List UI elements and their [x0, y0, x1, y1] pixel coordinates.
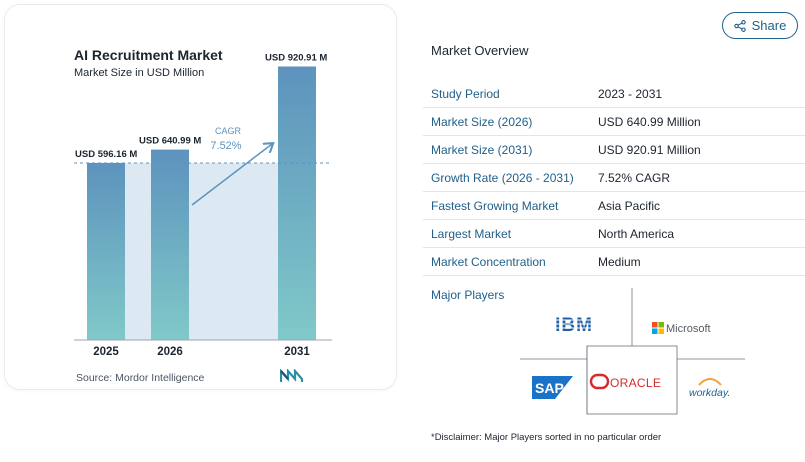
cagr-label: CAGR	[215, 126, 242, 136]
row-value: 7.52% CAGR	[598, 170, 671, 185]
ibm-logo-text: IBM	[555, 315, 593, 336]
row-key: Growth Rate (2026 - 2031)	[431, 170, 574, 185]
row-key: Market Concentration	[431, 254, 546, 269]
row-key: Fastest Growing Market	[431, 198, 559, 213]
chart-subtitle: Market Size in USD Million	[74, 67, 205, 79]
share-icon	[733, 19, 746, 32]
chart-title: AI Recruitment Market	[74, 47, 223, 63]
oracle-logo-text: ORACLE	[610, 376, 661, 390]
table-row: Largest Market North America	[423, 220, 805, 248]
row-value: USD 640.99 Million	[598, 114, 701, 129]
microsoft-logo-text: Microsoft	[666, 323, 711, 335]
cagr-value: 7.52%	[210, 140, 241, 152]
x-tick-label: 2025	[93, 346, 119, 358]
row-key: Study Period	[431, 86, 500, 101]
table-row: Growth Rate (2026 - 2031) 7.52% CAGR	[423, 164, 805, 192]
row-value: North America	[598, 226, 675, 241]
row-key: Market Size (2026)	[431, 114, 533, 129]
table-row: Market Concentration Medium	[423, 248, 805, 276]
row-value: Medium	[598, 254, 641, 269]
share-label: Share	[751, 18, 787, 33]
table-row: Market Size (2026) USD 640.99 Million	[423, 108, 805, 136]
x-tick-label: 2026	[157, 346, 183, 358]
bar-2031	[278, 66, 316, 340]
overview-table: Study Period 2023 - 2031 Market Size (20…	[423, 80, 805, 276]
oracle-logo: ORACLE	[589, 373, 661, 390]
mordor-logo-icon	[280, 369, 304, 382]
row-value: Asia Pacific	[598, 198, 661, 213]
overview-title: Market Overview	[431, 43, 529, 58]
sap-logo: SAP	[532, 376, 573, 399]
share-button[interactable]: Share	[722, 12, 798, 39]
microsoft-logo: Microsoft	[652, 322, 711, 335]
ibm-logo: IBM	[551, 315, 598, 336]
cagr-arrow	[191, 144, 272, 206]
sap-logo-text: SAP	[535, 380, 564, 396]
row-value: 2023 - 2031	[598, 86, 663, 101]
data-label: USD 920.91 M	[265, 52, 327, 63]
bar-2026	[151, 149, 189, 340]
row-key: Largest Market	[431, 226, 512, 241]
row-value: USD 920.91 Million	[598, 142, 701, 157]
workday-logo-text: workday.	[689, 387, 730, 399]
workday-logo: workday.	[689, 378, 730, 399]
major-players-grid: IBM Microsoft SAP ORACLE workday.	[520, 288, 745, 415]
data-label: USD 596.16 M	[75, 149, 137, 160]
disclaimer: *Disclaimer: Major Players sorted in no …	[431, 432, 662, 443]
source-note: Source: Mordor Intelligence	[76, 372, 205, 384]
data-label: USD 640.99 M	[139, 136, 201, 147]
row-key: Market Size (2031)	[431, 142, 533, 157]
table-row: Fastest Growing Market Asia Pacific	[423, 192, 805, 220]
table-row: Study Period 2023 - 2031	[423, 80, 805, 108]
bar-2025	[87, 162, 125, 340]
major-players-title: Major Players	[431, 288, 505, 302]
x-tick-label: 2031	[284, 346, 310, 358]
table-row: Market Size (2031) USD 920.91 Million	[423, 136, 805, 164]
